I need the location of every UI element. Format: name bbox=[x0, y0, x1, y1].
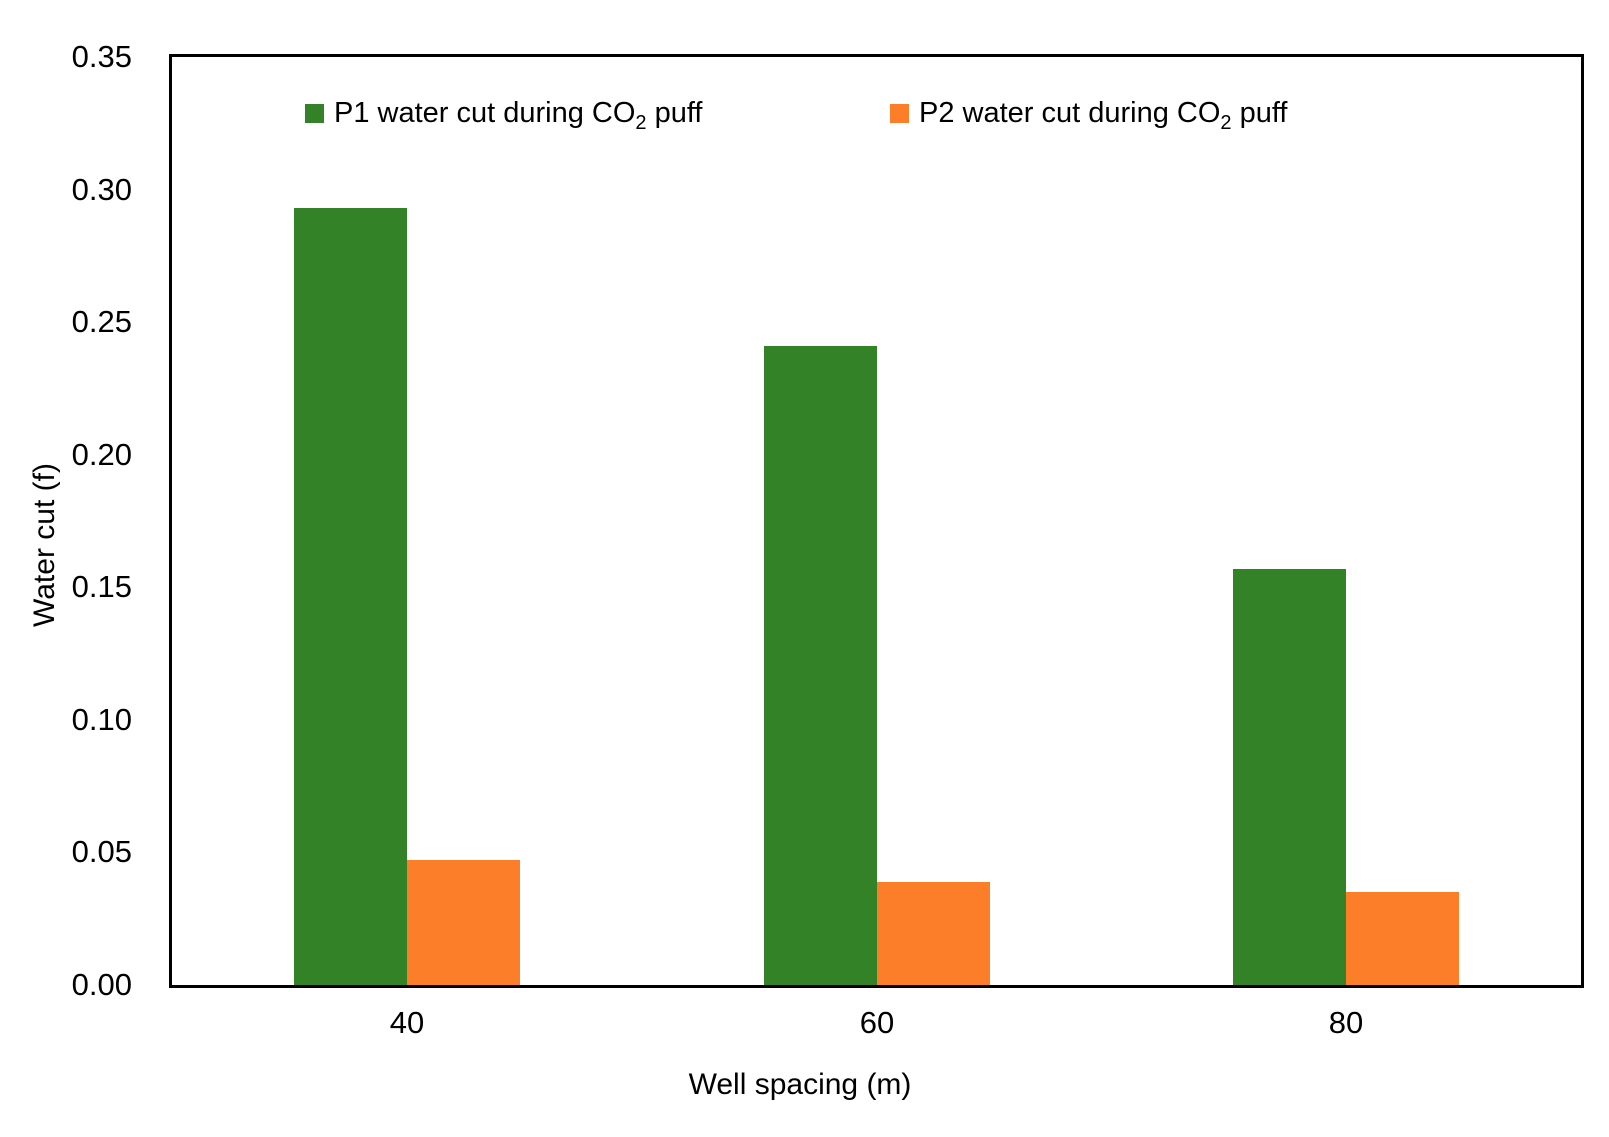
y-tick-label: 0.30 bbox=[71, 171, 132, 207]
bar-series2-cat60 bbox=[877, 882, 990, 985]
bar-series1-cat80 bbox=[1233, 569, 1346, 985]
y-tick-label: 0.10 bbox=[71, 701, 132, 737]
bar-series1-cat60 bbox=[764, 346, 877, 985]
y-tick-label: 0.15 bbox=[71, 569, 132, 605]
x-axis-title: Well spacing (m) bbox=[688, 1068, 912, 1101]
y-axis-title: Water cut (f) bbox=[28, 463, 61, 627]
x-tick-label: 40 bbox=[389, 1005, 425, 1040]
y-tick-label: 0.00 bbox=[71, 967, 132, 1002]
plot-area: P1 water cut during CO2 puff P2 water cut… bbox=[169, 54, 1584, 988]
legend-label: P2 water cut during CO2 puff bbox=[919, 97, 1288, 134]
y-tick-label: 0.25 bbox=[71, 304, 132, 340]
legend-entry-1: P1 water cut during CO2 puff bbox=[305, 95, 703, 134]
y-tick-label: 0.35 bbox=[71, 39, 132, 74]
y-tick-label: 0.05 bbox=[71, 834, 132, 870]
bar-series2-cat80 bbox=[1346, 892, 1459, 985]
y-tick-label: 0.20 bbox=[71, 436, 132, 472]
bar-series1-cat40 bbox=[294, 208, 407, 985]
bar-series2-cat40 bbox=[407, 860, 520, 985]
legend-entry-2: P2 water cut during CO2 puff bbox=[890, 95, 1288, 134]
x-tick-label: 60 bbox=[859, 1005, 895, 1040]
x-tick-label: 80 bbox=[1328, 1005, 1364, 1040]
legend-label: P1 water cut during CO2 puff bbox=[334, 97, 703, 134]
legend-swatch-icon bbox=[890, 103, 909, 123]
legend-swatch-icon bbox=[305, 103, 324, 123]
